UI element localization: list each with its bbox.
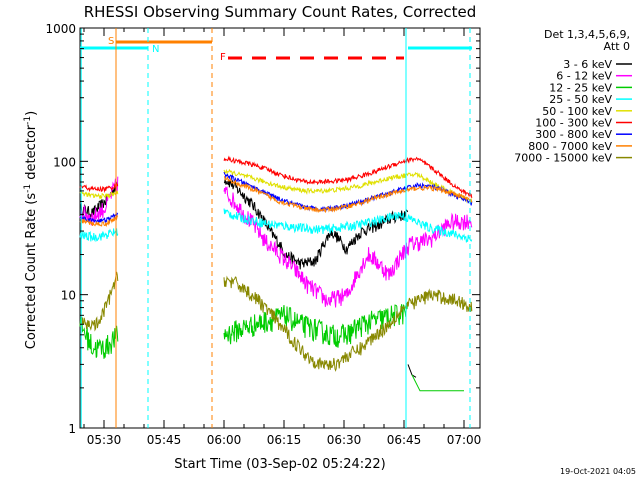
y-tick-label: 10 (61, 289, 76, 303)
series-line-4-post (223, 168, 473, 204)
x-tick-label: 07:00 (447, 433, 482, 447)
series-line-2-tail (411, 374, 464, 392)
legend-label-2: 12 - 25 keV (549, 81, 612, 94)
series-line-0-post (223, 178, 409, 270)
series-line-8-pre (79, 271, 119, 332)
x-tick-label: 06:15 (267, 433, 302, 447)
event-lines (80, 28, 471, 428)
legend-label-0: 3 - 6 keV (563, 58, 612, 71)
y-tick-label: 1 (68, 422, 76, 436)
legend-label-8: 7000 - 15000 keV (514, 152, 612, 165)
annotation-f: F (220, 52, 226, 63)
legend-label-6: 300 - 800 keV (535, 128, 612, 141)
legend-label-5: 100 - 300 keV (535, 117, 612, 130)
y-tick-label: 100 (53, 155, 76, 169)
series-line-2-pre (79, 316, 119, 359)
x-tick-label: 06:45 (387, 433, 422, 447)
series-line-7-post (224, 176, 473, 214)
series-line-2-post (223, 301, 409, 348)
legend-label-1: 6 - 12 keV (556, 70, 612, 83)
plot-frame (79, 27, 481, 429)
x-tick-label: 06:00 (207, 433, 242, 447)
state-bars: S N F (80, 36, 472, 63)
series-line-5-pre (79, 182, 119, 194)
series-line-4-pre (79, 190, 119, 200)
series-line-6-post (223, 171, 473, 213)
legend-label-7: 800 - 7000 keV (528, 140, 612, 153)
x-tick-label: 05:30 (87, 433, 122, 447)
series-lines (79, 155, 473, 392)
legend-title-1: Det 1,3,4,5,6,9, (544, 28, 630, 41)
annotation-s: S (108, 36, 114, 47)
series-line-3-post (223, 208, 473, 243)
series-line-6-pre (79, 212, 119, 225)
plot-border (79, 27, 481, 429)
annotation-n: N (152, 44, 159, 55)
series-line-5-post (223, 155, 473, 198)
series-line-3-pre (79, 228, 119, 243)
series-line-1-post (223, 186, 473, 308)
chart-title: RHESSI Observing Summary Count Rates, Co… (84, 3, 477, 21)
y-axis-label: Corrected Count Rate (s-1 detector-1) (23, 111, 39, 349)
x-tick-label: 06:30 (327, 433, 362, 447)
axes: 05:30 05:45 06:00 06:15 06:30 06:45 07:00 1 10 10… (45, 22, 481, 447)
series-line-8-post (223, 275, 473, 372)
legend-label-3: 25 - 50 keV (549, 93, 612, 106)
x-axis-label: Start Time (03-Sep-02 05:24:22) (174, 457, 385, 472)
y-tick-label: 1000 (45, 22, 76, 36)
generated-timestamp: 19-Oct-2021 04:05 (560, 467, 636, 476)
legend-title-2: Att 0 (604, 40, 630, 53)
series-line-7-pre (79, 214, 119, 228)
legend-label-4: 50 - 100 keV (542, 105, 612, 118)
x-tick-label: 05:45 (147, 433, 182, 447)
